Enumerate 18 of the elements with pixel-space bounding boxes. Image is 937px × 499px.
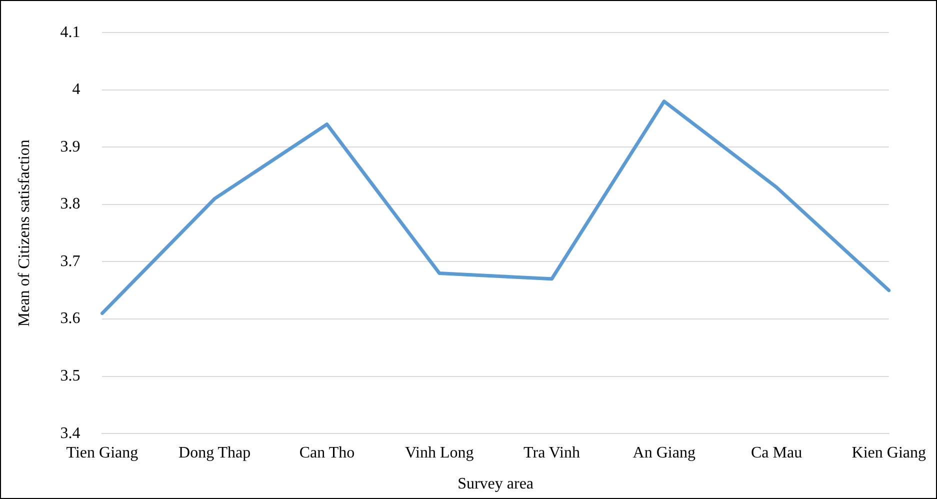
- x-axis-title: Survey area: [458, 476, 534, 493]
- x-tick-label: Vinh Long: [404, 444, 474, 462]
- x-tick-label: Tra Vinh: [524, 444, 580, 462]
- y-axis-title: Mean of Citizens satisfaction: [16, 140, 33, 327]
- y-tick-label: 3.8: [60, 196, 80, 213]
- x-tick-label: Tien Giang: [66, 444, 138, 462]
- y-tick-label: 4: [72, 81, 80, 98]
- y-tick-label: 3.5: [60, 368, 80, 385]
- x-tick-label: An Giang: [632, 444, 696, 462]
- x-tick-label: Can Tho: [299, 444, 355, 462]
- y-tick-label: 3.7: [60, 252, 80, 270]
- y-tick-label: 3.9: [60, 138, 80, 156]
- y-tick-label: 3.6: [60, 310, 80, 328]
- x-tick-label: Ca Mau: [750, 444, 802, 462]
- x-tick-label: Dong Thap: [178, 444, 251, 462]
- x-tick-label: Kien Giang: [852, 444, 926, 462]
- y-tick-label: 3.4: [60, 424, 80, 442]
- y-tick-label: 4.1: [60, 24, 80, 41]
